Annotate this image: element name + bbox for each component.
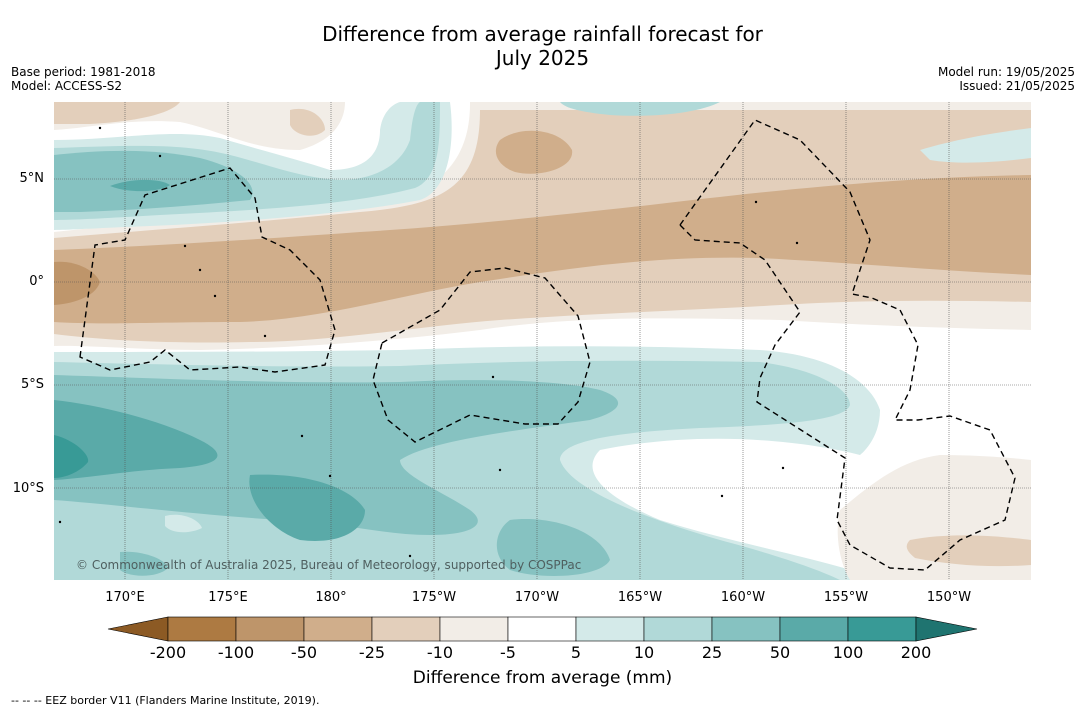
colorbar-bin [643, 616, 713, 642]
lat-label-5n: 5°N [19, 171, 45, 186]
contour-wet-50-south2 [249, 474, 365, 541]
model-run: Model run: 19/05/2025 [937, 65, 1075, 79]
contour-wet-50-south [54, 400, 218, 480]
colorbar-bin [439, 616, 509, 642]
model-name: Model: ACCESS-S2 [11, 79, 123, 93]
colorbar-tick-label: -100 [217, 643, 255, 662]
contour-dry-50 [54, 175, 1031, 324]
contour-wet-25-south [54, 375, 619, 535]
base-period: Base period: 1981-2018 [11, 65, 156, 79]
colorbar-bin [575, 616, 645, 642]
colorbar-tick-label: 25 [701, 643, 723, 662]
colorbar-tick-label: -25 [358, 643, 386, 662]
colorbar-tick-label: 100 [832, 643, 864, 662]
colorbar-bin [167, 616, 237, 642]
colorbar-bin [779, 616, 849, 642]
lat-label-10s: 10°S [12, 481, 44, 496]
graticule [54, 102, 1031, 580]
lat-label-0: 0° [29, 274, 44, 289]
map-title-line1: Difference from average rainfall forecas… [322, 22, 763, 46]
colorbar-tick-label: -200 [149, 643, 187, 662]
eez-borders [79, 119, 1016, 571]
contour-dry-50-north [495, 130, 573, 174]
island-markers [58, 126, 799, 558]
colorbar-extend-low [107, 616, 169, 642]
lon-label-155w: 155°W [823, 590, 869, 605]
eez-footnote: -- -- -- EEZ border V11 (Flanders Marine… [11, 694, 320, 707]
contour-wet-ne [920, 128, 1031, 163]
colorbar-tick-label: 10 [633, 643, 655, 662]
lon-label-175e: 175°E [208, 590, 248, 605]
colorbar-tick-label: -10 [426, 643, 454, 662]
contour-wet-100-south [54, 435, 89, 478]
colorbar-tick-label: 200 [900, 643, 932, 662]
map-field [54, 102, 1031, 580]
issued-date: Issued: 21/05/2025 [959, 79, 1075, 93]
colorbar-bin [847, 616, 917, 642]
contour-wet-se-blob [120, 551, 168, 576]
meta-right: Model run: 19/05/2025 Issued: 21/05/2025 [938, 65, 1075, 93]
meta-left: Base period: 1981-2018 Model: ACCESS-S2 [11, 65, 156, 93]
lon-label-170e: 170°E [105, 590, 145, 605]
lon-label-165w: 165°W [617, 590, 663, 605]
copyright-text: © Commonwealth of Australia 2025, Bureau… [76, 558, 582, 572]
lat-label-5s: 5°S [20, 377, 44, 392]
contour-wet-light-patch [165, 514, 202, 533]
contour-dry-25-nw [54, 102, 180, 124]
colorbar-bin [235, 616, 305, 642]
colorbar-bin [711, 616, 781, 642]
colorbar [107, 616, 978, 642]
lon-label-170w: 170°W [514, 590, 560, 605]
colorbar-tick-label: -50 [290, 643, 318, 662]
contour-dry-25-nw2 [290, 108, 325, 136]
colorbar-tick-label: 50 [769, 643, 791, 662]
lon-label-150w: 150°W [926, 590, 972, 605]
colorbar-tick-label: 5 [570, 643, 582, 662]
lon-label-175w: 175°W [411, 590, 457, 605]
colorbar-bin [303, 616, 373, 642]
colorbar-title: Difference from average (mm) [412, 668, 673, 688]
colorbar-tick-label: -5 [500, 643, 516, 662]
colorbar-bin [371, 616, 441, 642]
lon-label-180: 180° [315, 590, 347, 605]
colorbar-extend-high [915, 616, 978, 642]
colorbar-bin [507, 616, 577, 642]
contour-wet-50-south3 [496, 519, 610, 576]
map-title-line2: July 2025 [495, 46, 590, 70]
lon-label-160w: 160°W [720, 590, 766, 605]
